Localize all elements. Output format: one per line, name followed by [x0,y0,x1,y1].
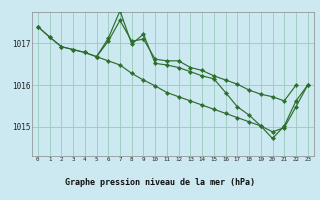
Text: Graphe pression niveau de la mer (hPa): Graphe pression niveau de la mer (hPa) [65,178,255,187]
